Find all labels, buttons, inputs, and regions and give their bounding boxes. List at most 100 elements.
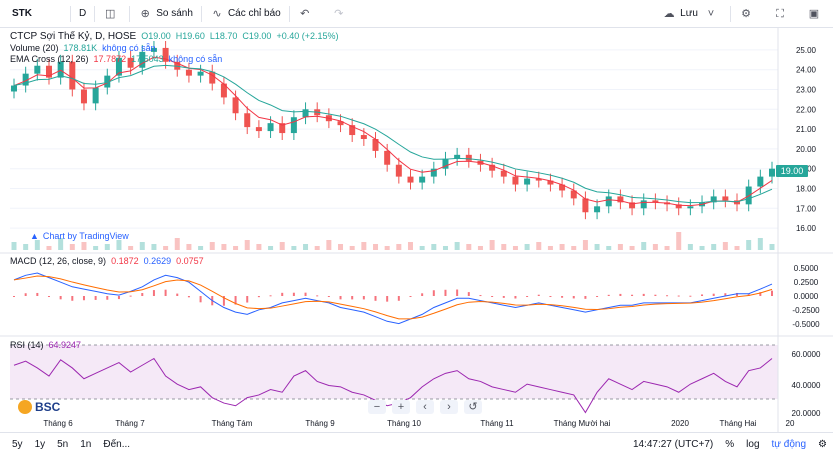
ema-name: EMA Cross (12, 26): [10, 54, 89, 64]
redo-button[interactable]: ↷: [324, 0, 358, 28]
rsi-tick-label: 40.0000: [792, 381, 821, 390]
range-1d[interactable]: 1n: [80, 439, 92, 450]
percent-toggle[interactable]: %: [725, 439, 735, 450]
rsi-tick-label: 20.0000: [792, 409, 821, 418]
candle-body: [115, 57, 122, 76]
volume-bar: [303, 244, 309, 250]
bsc-logo-icon: [18, 400, 32, 414]
divider: [129, 5, 131, 22]
volume-bar: [617, 244, 623, 250]
macd-hist-bar: [292, 292, 295, 296]
log-toggle[interactable]: log: [746, 439, 760, 450]
macd-hist-bar: [339, 296, 342, 300]
volume-bar: [407, 242, 413, 250]
macd-hist-bar: [106, 296, 109, 300]
price-tick-label: 21.00: [796, 125, 817, 134]
macd-hist-bar: [456, 289, 459, 296]
candle-body: [559, 184, 566, 191]
compare-button[interactable]: ⊕ So sánh: [130, 0, 201, 28]
macd-hist-bar: [549, 296, 552, 297]
volume-bar: [687, 244, 693, 250]
volume-bar: [373, 244, 379, 250]
macd-hist-bar: [59, 296, 62, 300]
candle-body: [757, 176, 764, 187]
price-tick-label: 20.00: [796, 145, 817, 154]
price-axis[interactable]: 25.0024.0023.0022.0021.0020.0019.0018.00…: [792, 46, 821, 418]
undo-button[interactable]: ↶: [290, 0, 324, 28]
chart-type-button[interactable]: ◫: [95, 0, 129, 28]
save-label: Lưu: [680, 8, 698, 19]
tradingview-label: Chart by TradingView: [42, 231, 129, 241]
macd-hist-bar: [351, 296, 354, 300]
save-button[interactable]: ☁ Lưu ˅: [654, 0, 730, 28]
range-5d[interactable]: 5n: [57, 439, 69, 450]
ema-value-1: 17.7872: [93, 54, 127, 64]
macd-histogram: [13, 289, 773, 306]
settings-button[interactable]: ⚙: [731, 0, 765, 28]
pane-controls: − + ‹ › ↺: [368, 400, 482, 414]
minus-icon: −: [373, 401, 381, 413]
symbol-search[interactable]: STK: [12, 8, 32, 19]
volume-bar: [338, 244, 344, 250]
settings-icon[interactable]: ⚙: [818, 439, 827, 450]
macd-tick-label: -0.2500: [792, 306, 820, 315]
macd-hist-bar: [759, 292, 762, 296]
scroll-left-button[interactable]: ‹: [416, 400, 434, 414]
candle-body: [617, 196, 624, 203]
candle-body: [570, 190, 577, 199]
range-1y[interactable]: 1y: [34, 439, 46, 450]
macd-hist-bar: [631, 294, 634, 296]
screenshot-button[interactable]: ▣: [799, 0, 833, 28]
candle-body: [290, 117, 297, 134]
volume-bar: [163, 246, 169, 250]
time-axis[interactable]: Tháng 6 Tháng 7 Tháng Tám Tháng 9 Tháng 10 Th…: [43, 419, 795, 428]
macd-hist-bar: [491, 296, 494, 297]
volume-bar: [594, 244, 600, 250]
tradingview-link[interactable]: ▲ Chart by TradingView: [30, 231, 129, 241]
reset-button[interactable]: ↺: [464, 400, 482, 414]
candle-body: [512, 176, 519, 185]
volume-bar: [209, 242, 215, 250]
ema-fast-line: [13, 56, 773, 207]
macd-value-3: 0.0757: [176, 256, 204, 266]
macd-hist-bar: [421, 293, 424, 296]
indicators-button[interactable]: ∿ Các chỉ báo: [202, 0, 289, 28]
scroll-right-button[interactable]: ›: [440, 400, 458, 414]
macd-hist-bar: [269, 295, 272, 297]
bottom-right: 14:47:27 (UTC+7) % log tự động ⚙: [627, 439, 833, 450]
divider: [730, 5, 731, 22]
fullscreen-button[interactable]: ⛶: [765, 0, 799, 28]
candle-body: [430, 168, 437, 177]
volume-name: Volume (20): [10, 43, 59, 53]
candle-body: [372, 139, 379, 151]
macd-hist-bar: [771, 290, 773, 296]
volume-bar: [116, 240, 122, 250]
auto-toggle[interactable]: tự động: [771, 439, 807, 450]
candle-body: [535, 178, 542, 181]
interval-button[interactable]: D: [79, 8, 87, 19]
candle-body: [547, 180, 554, 185]
candle-body: [489, 164, 496, 171]
volume-bar: [641, 242, 647, 250]
main-legend: CTCP Sợi Thế Kỷ, D, HOSE O19.00 H19.60 L…: [10, 31, 338, 42]
price-chart[interactable]: 25.00 24.00 23.00 22.00 21.00 20.00 19.00 18.00…: [0, 28, 833, 432]
candle-body: [349, 125, 356, 136]
zoom-in-button[interactable]: +: [392, 400, 410, 414]
time-tick-label: 20: [786, 419, 795, 428]
volume-bar: [244, 240, 250, 250]
macd-hist-bar: [141, 293, 144, 296]
candle-body: [69, 61, 76, 90]
goto-button[interactable]: Đến...: [103, 439, 131, 450]
gear-icon: ⚙: [741, 7, 751, 20]
volume-na: không có sẵn: [102, 43, 156, 53]
volume-bar: [81, 242, 87, 250]
volume-bar: [664, 246, 670, 250]
volume-bar: [769, 244, 775, 250]
compare-label: So sánh: [156, 8, 193, 19]
volume-bar: [466, 244, 472, 250]
candle-body: [197, 71, 204, 76]
zoom-out-button[interactable]: −: [368, 400, 386, 414]
divider: [70, 5, 71, 22]
range-5y[interactable]: 5y: [12, 439, 23, 450]
candle-body: [687, 206, 694, 209]
